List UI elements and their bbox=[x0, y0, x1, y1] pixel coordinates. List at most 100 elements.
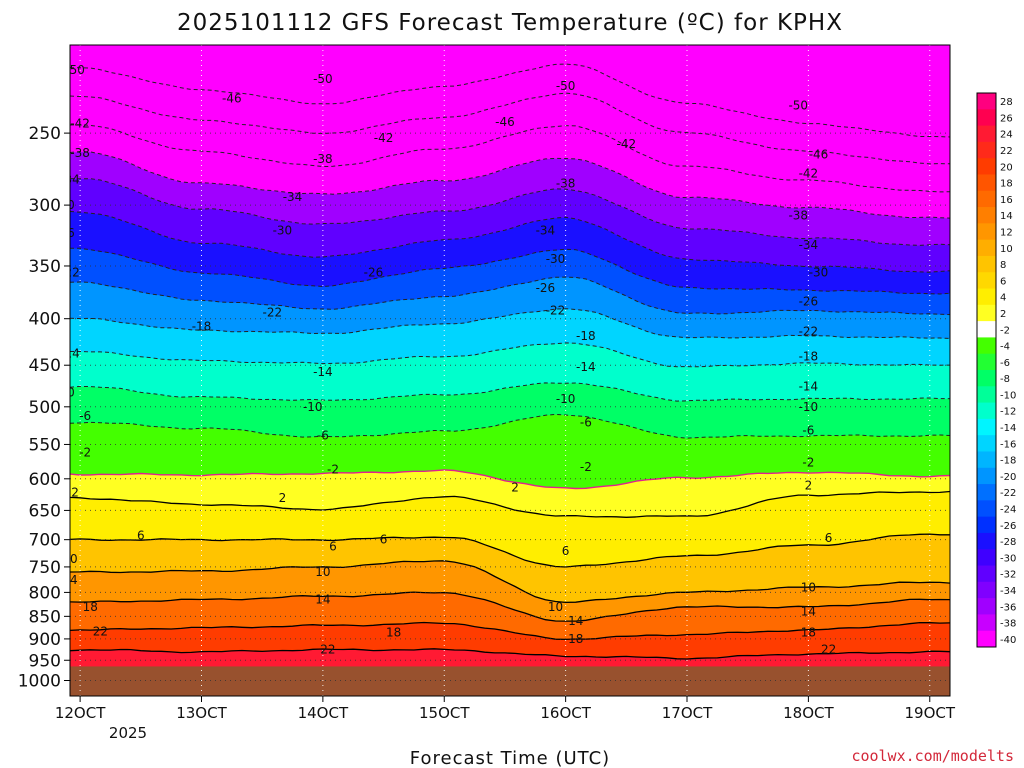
colorbar-swatch bbox=[977, 370, 996, 387]
colorbar-tick-label: -32 bbox=[1000, 570, 1016, 581]
colorbar-tick-label: -8 bbox=[1000, 374, 1010, 385]
colorbar-swatch bbox=[977, 500, 996, 518]
grid-lines bbox=[70, 45, 950, 696]
contour-label: -2 bbox=[327, 462, 339, 476]
contour-label: -6 bbox=[802, 424, 814, 438]
contour-label: 2 bbox=[279, 491, 287, 505]
contour-label: 14 bbox=[315, 593, 330, 607]
colorbar-swatch bbox=[977, 581, 996, 599]
x-axis-year-label: 2025 bbox=[109, 724, 147, 742]
contour-label: -26 bbox=[536, 281, 556, 295]
colorbar-swatch bbox=[977, 158, 996, 175]
contour-label: 14 bbox=[62, 573, 77, 587]
contour-label: -22 bbox=[546, 304, 566, 318]
contour-label: -42 bbox=[799, 167, 819, 181]
contour-label: -22 bbox=[799, 324, 819, 338]
contour-label: 18 bbox=[83, 600, 98, 614]
colorbar-swatch bbox=[977, 435, 996, 452]
contour-label: -34 bbox=[60, 172, 80, 186]
contour-label: -10 bbox=[556, 392, 576, 406]
x-tick-label: 13OCT bbox=[176, 704, 227, 722]
contour-label: -6 bbox=[317, 429, 329, 443]
contour-label: -46 bbox=[222, 91, 242, 105]
colorbar-swatch bbox=[977, 109, 996, 127]
isotherm--42 bbox=[70, 124, 950, 193]
contour-label: -42 bbox=[374, 131, 394, 145]
colorbar-tick-label: -38 bbox=[1000, 619, 1016, 630]
contour-label: -2 bbox=[580, 460, 592, 474]
x-tick-label: 15OCT bbox=[419, 704, 470, 722]
contour-label: -18 bbox=[576, 329, 596, 343]
contour-label: 14 bbox=[568, 614, 583, 628]
x-tick-label: 16OCT bbox=[540, 704, 591, 722]
isotherm--14 bbox=[70, 342, 950, 368]
y-tick-label: 400 bbox=[29, 310, 61, 330]
contour-label: -2 bbox=[79, 445, 91, 459]
colorbar-swatch bbox=[977, 614, 996, 632]
colorbar-swatch bbox=[977, 93, 996, 110]
colorbar-tick-label: 24 bbox=[1000, 130, 1013, 141]
y-tick-label: 900 bbox=[29, 630, 61, 650]
contour-labels: -50 -50 -50 -50 -46 -46 -46 -42 -42 -42 -42 -38 -38 -… bbox=[55, 63, 836, 657]
contour-label: 6 bbox=[329, 539, 337, 553]
colorbar-swatch bbox=[977, 304, 996, 322]
colorbar-tick-label: -14 bbox=[1000, 423, 1016, 434]
isotherm-6 bbox=[70, 533, 950, 568]
x-tick-label: 17OCT bbox=[662, 704, 713, 722]
colorbar-tick-label: 16 bbox=[1000, 195, 1013, 206]
temperature-bands bbox=[70, 45, 950, 696]
colorbar-swatch bbox=[977, 598, 996, 615]
x-axis-title: Forecast Time (UTC) bbox=[410, 748, 610, 768]
colorbar-tick-label: -18 bbox=[1000, 456, 1016, 467]
colorbar-tick-label: 12 bbox=[1000, 228, 1013, 239]
y-tick-label: 850 bbox=[29, 607, 61, 627]
colorbar-tick-label: 8 bbox=[1000, 260, 1006, 271]
contour-label: 6 bbox=[562, 544, 570, 558]
x-tick-label: 18OCT bbox=[783, 704, 834, 722]
colorbar-tick-label: -22 bbox=[1000, 488, 1016, 499]
contour-label: -26 bbox=[364, 266, 384, 280]
y-tick-label: 250 bbox=[29, 124, 61, 144]
colorbar-tick-label: -6 bbox=[1000, 358, 1010, 369]
contour-label: -34 bbox=[536, 224, 556, 238]
contour-label: 18 bbox=[386, 625, 401, 639]
contour-label: 22 bbox=[93, 624, 108, 638]
colorbar-swatch bbox=[977, 207, 996, 224]
contour-label: 14 bbox=[801, 605, 816, 619]
contour-label: 10 bbox=[62, 552, 77, 566]
credit-link[interactable]: coolwx.com/modelts bbox=[851, 747, 1014, 765]
contour-label: -30 bbox=[273, 224, 293, 238]
colorbar-tick-label: -2 bbox=[1000, 325, 1010, 336]
contour-label: -10 bbox=[55, 385, 75, 399]
y-tick-label: 750 bbox=[29, 558, 61, 578]
contour-label: 6 bbox=[825, 531, 833, 545]
isotherm--30 bbox=[70, 210, 950, 273]
colorbar-swatch bbox=[977, 532, 996, 550]
colorbar-tick-label: -30 bbox=[1000, 553, 1016, 564]
contour-label: 2 bbox=[511, 480, 519, 494]
contour-label: -34 bbox=[283, 190, 303, 204]
contour-label: -38 bbox=[556, 176, 576, 190]
contour-label: -6 bbox=[580, 415, 592, 429]
isotherm-10 bbox=[70, 560, 950, 604]
contour-label: -46 bbox=[809, 148, 829, 162]
contour-label: 22 bbox=[821, 643, 836, 657]
colorbar-swatch bbox=[977, 451, 996, 469]
isotherm--22 bbox=[70, 276, 950, 316]
contour-label: 6 bbox=[137, 529, 145, 543]
isotherm--2 bbox=[70, 469, 950, 490]
colorbar-tick-label: 26 bbox=[1000, 113, 1013, 124]
contour-label: -50 bbox=[65, 63, 85, 77]
colorbar-swatch bbox=[977, 565, 996, 583]
isotherm-22 bbox=[70, 648, 950, 660]
contour-label: -26 bbox=[55, 226, 75, 240]
x-axis: 12OCT 13OCT 14OCT 15OCT 16OCT 17OCT 18OCT 19OCT bbox=[55, 696, 956, 722]
colorbar-tick-label: -26 bbox=[1000, 521, 1016, 532]
colorbar-tick-label: 6 bbox=[1000, 276, 1006, 287]
contour-label: 18 bbox=[801, 625, 816, 639]
contour-label: -50 bbox=[556, 79, 576, 93]
isotherm--50 bbox=[70, 63, 950, 138]
contour-label: -50 bbox=[313, 72, 333, 86]
x-tick-label: 14OCT bbox=[298, 704, 349, 722]
